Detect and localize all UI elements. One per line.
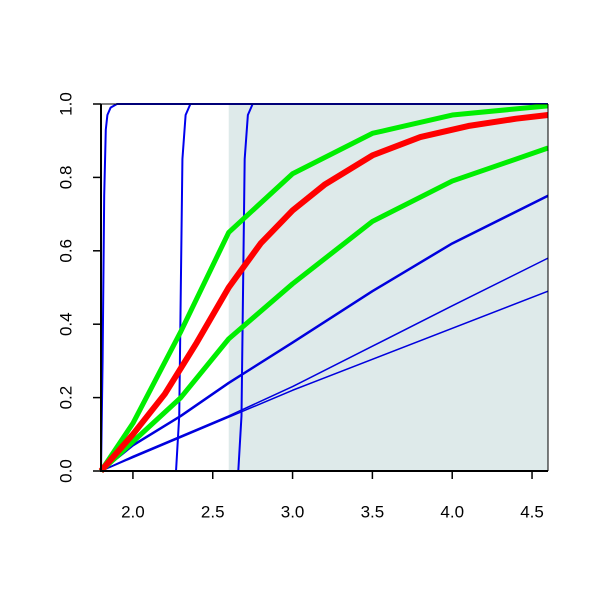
x-tick-label: 3.0 — [281, 502, 305, 521]
curve — [99, 145, 549, 473]
x-tick-label: 2.5 — [201, 502, 225, 521]
curve — [98, 112, 549, 473]
x-tick-label: 2.0 — [121, 502, 145, 521]
curve — [101, 103, 548, 472]
y-tick-label: 0.2 — [56, 386, 75, 410]
shaded-region — [228, 104, 548, 471]
y-tick-label: 0.6 — [56, 239, 75, 263]
curve — [98, 103, 549, 473]
x-tick-label: 4.0 — [440, 502, 464, 521]
x-tick-label: 3.5 — [361, 502, 385, 521]
curve — [100, 194, 549, 472]
y-tick-label: 0.0 — [56, 459, 75, 483]
x-tick-label: 4.5 — [520, 502, 544, 521]
y-tick-label: 0.8 — [56, 166, 75, 190]
curve — [100, 290, 549, 472]
curve — [100, 103, 548, 472]
y-tick-label: 1.0 — [56, 92, 75, 116]
curve — [100, 257, 549, 472]
curve — [101, 103, 548, 472]
y-tick-label: 0.4 — [56, 312, 75, 336]
